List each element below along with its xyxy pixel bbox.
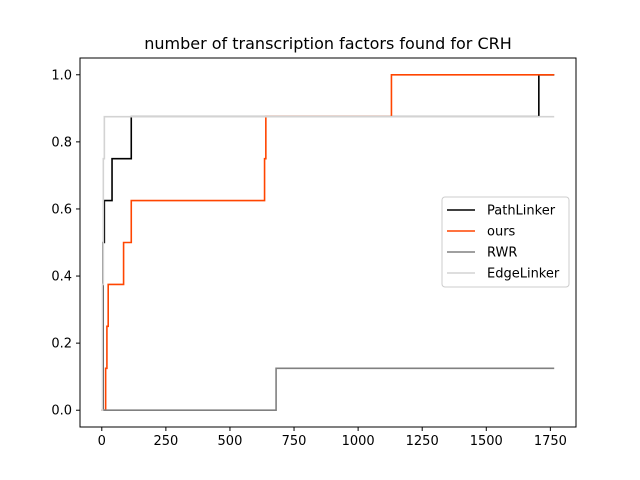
series-layer — [101, 73, 555, 412]
plot-frame — [79, 57, 577, 428]
series-line-edgelinker — [101, 115, 555, 412]
y-tick-label: 0.2 — [51, 337, 72, 352]
x-tick-label: 1000 — [342, 434, 375, 449]
y-axis: 0.0 0.2 0.4 0.6 0.8 1.0 — [51, 68, 80, 419]
x-tick-label: 750 — [282, 434, 307, 449]
x-tick-label: 500 — [218, 434, 243, 449]
y-tick-label: 0.4 — [51, 270, 72, 285]
legend-box — [441, 196, 570, 288]
series-line-rwr — [101, 367, 555, 412]
x-tick-label: 1250 — [406, 434, 439, 449]
x-tick-label: 1500 — [470, 434, 503, 449]
legend-label: RWR — [487, 246, 517, 261]
legend-label: PathLinker — [487, 204, 556, 219]
y-tick-label: 0.0 — [51, 404, 72, 419]
chart-title: number of transcription factors found fo… — [144, 34, 512, 53]
legend-label: EdgeLinker — [487, 267, 560, 282]
legend-label: ours — [487, 225, 516, 240]
x-axis: 0 250 500 750 1000 1250 1500 1750 — [98, 427, 567, 449]
x-tick-label: 250 — [153, 434, 178, 449]
y-tick-label: 0.6 — [51, 202, 72, 217]
x-tick-label: 0 — [98, 434, 106, 449]
y-tick-label: 0.8 — [51, 135, 72, 150]
x-tick-label: 1750 — [534, 434, 567, 449]
y-tick-label: 1.0 — [51, 68, 72, 83]
legend: PathLinker ours RWR EdgeLinker — [441, 196, 570, 288]
